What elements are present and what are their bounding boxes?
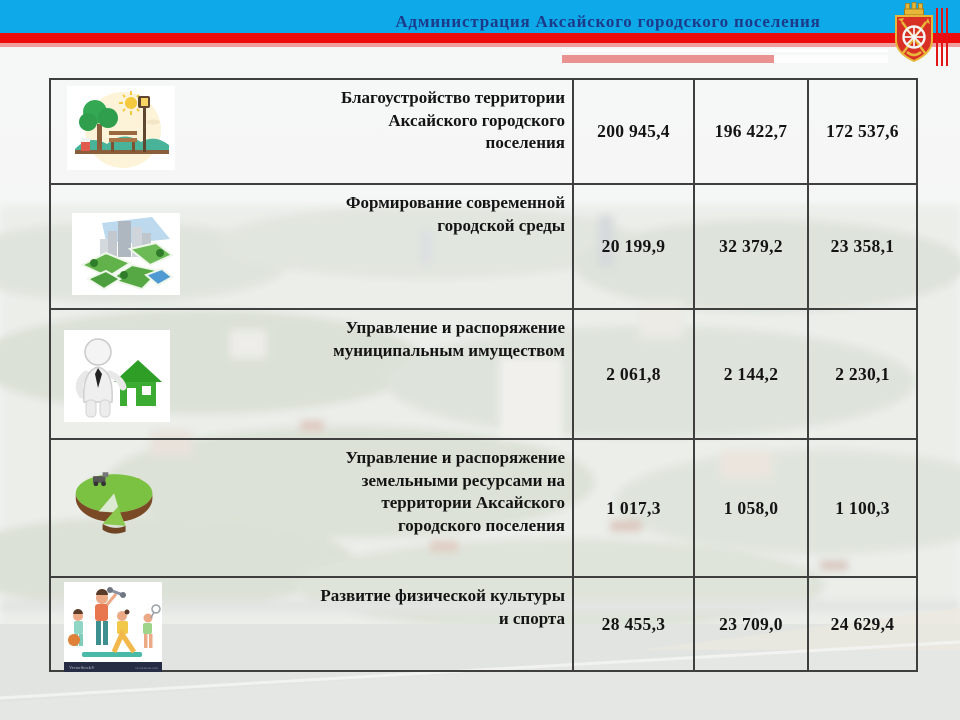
table-row: Формирование современной городской среды… [49,183,918,310]
value-cell: 2 230,1 [807,308,918,440]
table-row: VectorStock® vectorstock.com Развитие фи… [49,576,918,672]
header-band: Администрация Аксайского городского посе… [0,0,960,33]
program-cell: Благоустройство территории Аксайского го… [49,78,574,185]
value-cell: 24 629,4 [807,576,918,672]
program-cell: Управление и распоряжение муниципальным … [49,308,574,440]
white-accent-bar [774,55,888,63]
program-name: Благоустройство территории Аксайского го… [340,88,565,153]
value-cell: 172 537,6 [807,78,918,185]
value-cell: 1 017,3 [572,438,695,578]
value-cell: 23 358,1 [807,183,918,310]
program-name: Управление и распоряжение муниципальным … [333,318,565,360]
value-cell: 2 144,2 [693,308,809,440]
program-name: Формирование современной городской среды [345,193,565,235]
value-cell: 28 455,3 [572,576,695,672]
land-resources-icon [70,456,162,546]
watermark-site: vectorstock.com [135,666,158,670]
sport-family-icon: VectorStock® vectorstock.com [64,582,162,672]
city-puzzle-icon [72,213,180,295]
value-cell: 2 061,8 [572,308,695,440]
value-cell: 1 058,0 [693,438,809,578]
value-cell: 23 709,0 [693,576,809,672]
program-name: Развитие физической культуры и спорта [320,586,565,628]
red-accent-bars [936,8,950,66]
watermark-brand: VectorStock® [69,665,95,670]
park-icon [67,86,175,170]
manager-house-icon [64,330,170,422]
salmon-accent-bar [562,55,774,63]
table-row: Благоустройство территории Аксайского го… [49,78,918,185]
slide-title: Администрация Аксайского городского посе… [395,12,821,31]
table-row: Управление и распоряжение земельными рес… [49,438,918,578]
value-cell: 20 199,9 [572,183,695,310]
value-cell: 32 379,2 [693,183,809,310]
aksay-coat-of-arms-icon [895,2,933,63]
program-cell: VectorStock® vectorstock.com Развитие фи… [49,576,574,672]
red-stripe [0,33,960,43]
value-cell: 196 422,7 [693,78,809,185]
program-cell: Управление и распоряжение земельными рес… [49,438,574,578]
programs-table: Благоустройство территории Аксайского го… [49,78,918,672]
pink-stripe [0,43,960,47]
value-cell: 200 945,4 [572,78,695,185]
white-accent-line [562,49,888,52]
program-cell: Формирование современной городской среды [49,183,574,310]
program-name: Управление и распоряжение земельными рес… [345,448,565,535]
table-row: Управление и распоряжение муниципальным … [49,308,918,440]
value-cell: 1 100,3 [807,438,918,578]
